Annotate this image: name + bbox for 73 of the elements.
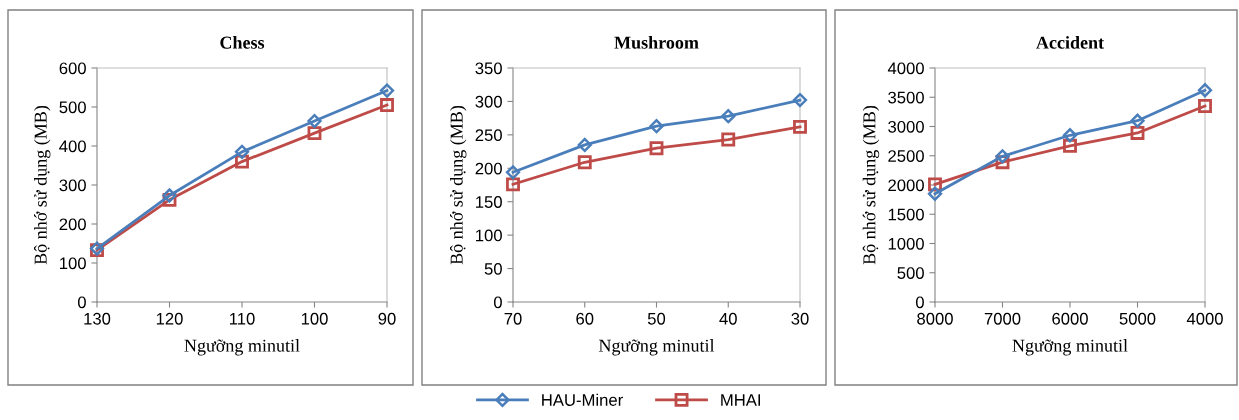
y-tick-label: 300: [59, 179, 86, 192]
point: [1062, 128, 1078, 143]
point: [577, 137, 592, 153]
y-axis-title: Bộ nhớ sử dụng (MB): [862, 105, 880, 265]
x-axis-title: Ngưỡng minutil: [598, 339, 715, 356]
y-tick-label: 200: [475, 162, 502, 175]
y-tick-label: 0: [915, 296, 924, 309]
point: [649, 119, 664, 134]
point: [307, 113, 322, 129]
x-tick-label: 90: [378, 312, 396, 325]
x-tick-label: 5000: [1119, 312, 1156, 325]
point: [649, 141, 664, 156]
point: [1130, 125, 1145, 140]
y-tick-label: 50: [484, 262, 502, 275]
x-tick-label: 120: [156, 312, 183, 325]
y-axis-title: Bộ nhớ sử dụng (MB): [449, 105, 467, 265]
y-tick-label: 0: [77, 296, 86, 309]
y-tick-label: 2500: [888, 150, 924, 162]
y-tick-label: 2000: [888, 179, 924, 192]
x-tick-label: 110: [229, 312, 255, 325]
chart-title: Accident: [1036, 36, 1105, 49]
y-tick-label: 100: [60, 257, 86, 270]
y-tick-label: 250: [475, 129, 502, 142]
legend-label: MHAI: [721, 394, 760, 406]
y-tick-label: 350: [475, 62, 502, 75]
x-tick-label: 130: [84, 312, 111, 325]
x-axis-title: Ngưỡng minutil: [184, 339, 300, 356]
y-tick-label: 100: [476, 229, 502, 242]
y-tick-label: 300: [475, 95, 502, 108]
y-tick-label: 150: [476, 196, 502, 208]
point: [1197, 83, 1213, 98]
y-tick-label: 0: [493, 296, 502, 309]
x-tick-label: 100: [301, 312, 328, 325]
point: [1198, 99, 1212, 113]
point: [1130, 113, 1145, 128]
y-tick-label: 3000: [888, 120, 924, 133]
chart-title: Chess: [220, 36, 265, 49]
point: [307, 126, 322, 141]
point: [506, 177, 520, 192]
legend-label: HAU-Miner: [542, 393, 623, 406]
x-tick-label: 8000: [917, 312, 953, 325]
y-tick-label: 3500: [888, 91, 924, 104]
y-tick-label: 1000: [888, 237, 924, 250]
x-tick-label: 7000: [984, 312, 1021, 325]
point: [721, 132, 736, 147]
point: [379, 83, 395, 98]
x-tick-label: 4000: [1186, 312, 1223, 325]
y-tick-label: 200: [59, 218, 86, 231]
x-tick-label: 40: [719, 312, 737, 325]
y-tick-label: 4000: [887, 62, 924, 75]
x-tick-label: 70: [504, 312, 522, 325]
point: [577, 155, 592, 170]
point: [162, 188, 177, 203]
y-tick-label: 500: [897, 267, 924, 279]
point: [380, 98, 394, 112]
x-axis-title: Ngưỡng minutil: [1012, 339, 1128, 356]
point: [927, 186, 943, 201]
y-tick-label: 500: [59, 101, 86, 114]
y-tick-label: 1500: [888, 208, 924, 221]
y-axis-title: Bộ nhớ sử dụng (MB): [33, 105, 51, 265]
point: [792, 92, 808, 108]
point: [995, 149, 1010, 164]
y-tick-label: 400: [59, 140, 86, 153]
y-tick-label: 600: [59, 62, 86, 75]
point: [721, 108, 736, 124]
x-tick-label: 30: [791, 312, 809, 325]
point: [793, 119, 807, 134]
point: [234, 144, 250, 159]
x-tick-label: 6000: [1052, 312, 1088, 325]
chart-title: Mushroom: [614, 36, 699, 49]
point: [505, 165, 521, 180]
x-tick-label: 60: [576, 312, 594, 325]
x-tick-label: 50: [647, 312, 666, 325]
